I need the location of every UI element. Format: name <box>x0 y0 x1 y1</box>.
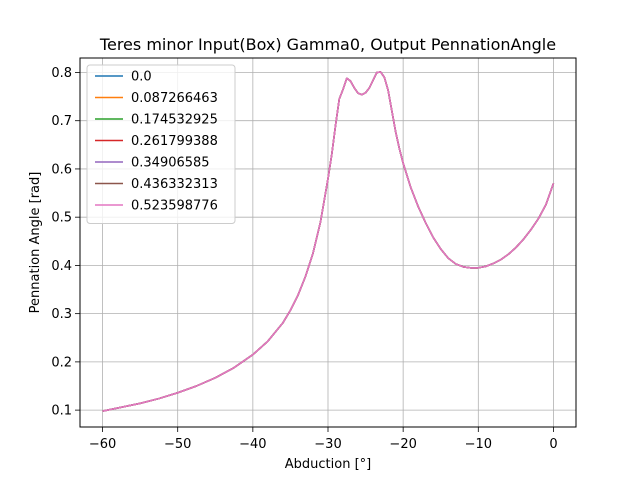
legend-label: 0.34906585 <box>131 156 210 171</box>
x-tick-label: −30 <box>314 437 341 452</box>
grid-lines <box>80 58 576 427</box>
y-axis-ticks: 0.1 0.2 0.3 0.4 0.5 0.6 0.7 0.8 <box>51 66 80 419</box>
series-line-6 <box>102 71 555 412</box>
x-tick-label: −20 <box>389 437 416 452</box>
y-tick-label: 0.6 <box>51 162 72 177</box>
y-tick-label: 0.5 <box>51 211 72 226</box>
legend-box <box>86 64 236 224</box>
x-tick-label: −10 <box>465 437 492 452</box>
y-tick-label: 0.3 <box>51 307 72 322</box>
series-lines <box>102 71 555 412</box>
y-tick-label: 0.2 <box>51 355 72 370</box>
y-tick-label: 0.8 <box>51 66 72 81</box>
legend-label: 0.261799388 <box>131 134 218 149</box>
y-axis-label: Pennation Angle [rad] <box>28 172 43 314</box>
legend-label: 0.436332313 <box>131 177 218 192</box>
x-tick-label: −50 <box>164 437 191 452</box>
x-tick-label: 0 <box>549 437 557 452</box>
legend-label: 0.523598776 <box>131 199 218 214</box>
y-tick-label: 0.4 <box>51 259 72 274</box>
y-tick-label: 0.1 <box>51 404 72 419</box>
legend-label: 0.174532925 <box>131 113 218 128</box>
legend: 0.0 0.087266463 0.174532925 0.261799388 0.34… <box>86 64 236 224</box>
x-tick-label: −60 <box>89 437 116 452</box>
y-tick-label: 0.7 <box>51 114 72 129</box>
legend-label: 0.0 <box>131 70 152 85</box>
chart-title: Teres minor Input(Box) Gamma0, Output Pe… <box>99 35 556 54</box>
x-axis-label: Abduction [°] <box>285 457 371 472</box>
x-tick-label: −40 <box>239 437 266 452</box>
x-axis-ticks: −60 −50 −40 −30 −20 −10 0 <box>89 427 558 452</box>
legend-label: 0.087266463 <box>131 91 218 106</box>
